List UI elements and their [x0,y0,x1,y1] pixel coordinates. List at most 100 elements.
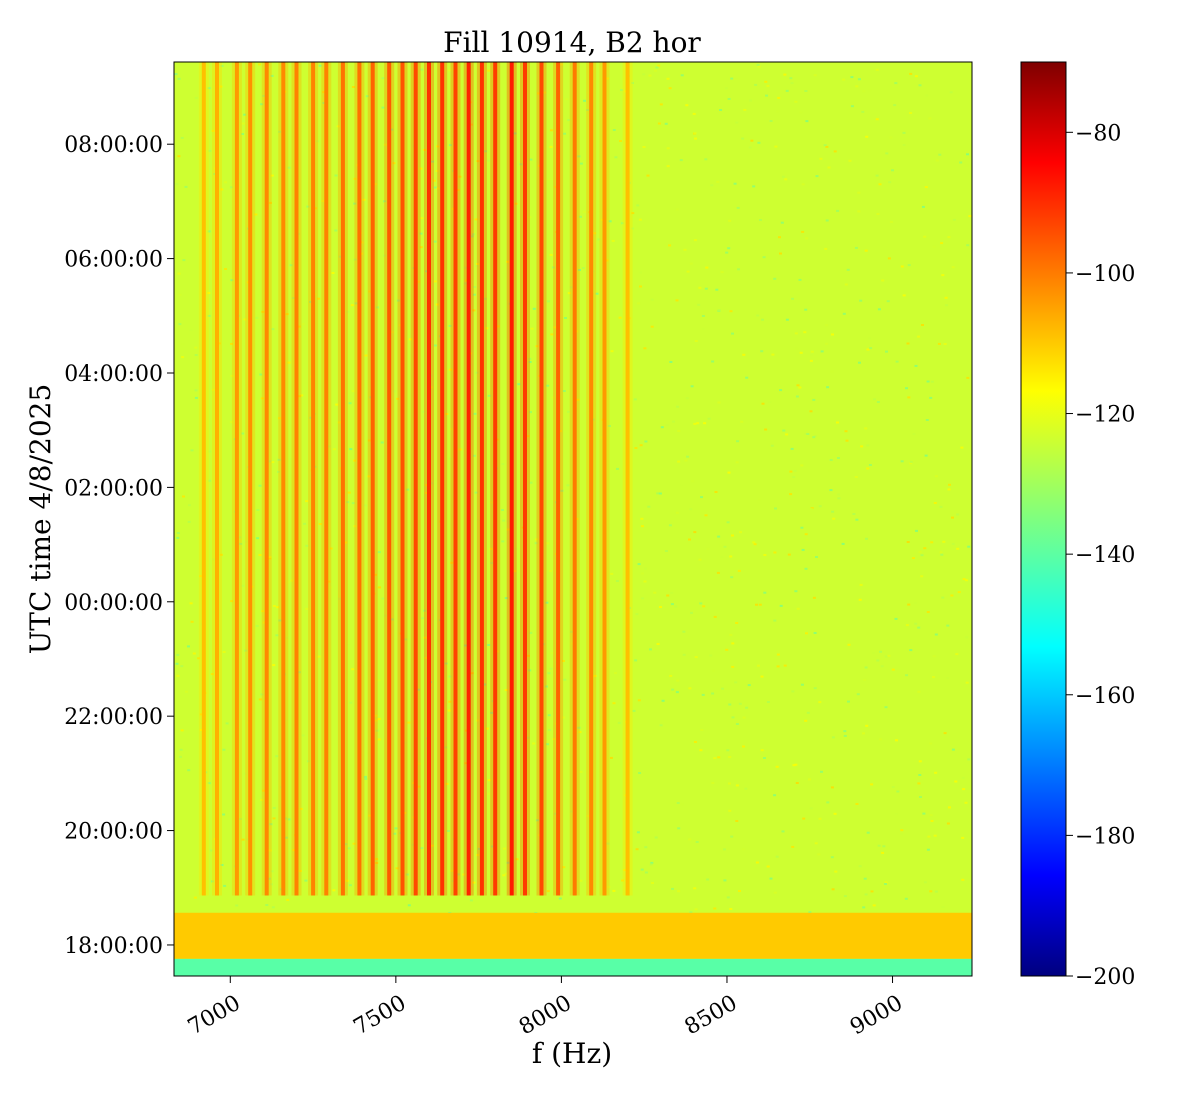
noise-speck [711,692,715,695]
noise-speck [278,130,282,133]
colorbar-tick-label: −120 [1075,403,1135,428]
noise-speck [919,796,922,798]
noise-speck [528,216,532,219]
noise-speck [526,736,530,739]
noise-speck [749,99,752,102]
colorbar-tick-label: −140 [1075,543,1135,568]
noise-speck [817,853,821,856]
harmonic-line-halo [367,62,378,896]
noise-speck [230,374,234,377]
noise-speck [423,609,427,612]
noise-speck [433,240,437,243]
noise-speck [854,476,858,478]
noise-speck [924,186,928,189]
noise-speck [549,570,552,572]
noise-speck [278,417,281,420]
noise-speck [714,491,718,493]
noise-speck [563,132,567,135]
noise-speck [750,139,754,142]
noise-speck [641,597,645,600]
noise-speck [597,238,601,241]
noise-speck [855,85,859,88]
noise-speck [794,100,798,103]
noise-speck [764,428,768,431]
noise-speck [278,619,282,622]
noise-speck [752,185,756,188]
noise-speck [894,617,898,620]
noise-speck [519,163,523,166]
noise-speck [375,862,379,864]
noise-speck [259,373,263,376]
noise-speck [502,519,506,522]
harmonic-line-halo [384,62,395,896]
noise-speck [761,402,765,405]
harmonic-line [572,62,577,896]
noise-speck [914,602,918,605]
noise-speck [338,255,342,258]
noise-speck [871,652,875,654]
noise-speck [688,838,692,841]
noise-speck [694,656,698,659]
noise-speck [241,838,245,841]
noise-speck [506,528,510,531]
noise-speck [773,551,777,554]
noise-speck [806,433,810,435]
noise-speck [194,354,198,356]
noise-speck [923,881,927,884]
noise-speck [351,668,355,671]
noise-speck [902,294,906,297]
noise-speck [915,529,918,532]
noise-speck [644,567,648,570]
noise-speck [690,385,694,388]
noise-speck [666,165,670,168]
noise-speck [436,145,440,148]
noise-speck [734,681,738,684]
noise-speck [444,662,448,665]
noise-speck [779,389,783,392]
harmonic-line [357,62,362,896]
noise-speck [891,668,895,671]
noise-speck [390,618,394,621]
noise-speck [785,89,789,92]
noise-speck [305,544,309,547]
noise-speck [961,836,965,839]
noise-speck [272,806,276,809]
noise-speck [212,558,216,561]
noise-speck [487,159,491,162]
noise-speck [783,73,787,76]
noise-speck [666,594,670,597]
noise-speck [346,501,350,504]
noise-speck [715,288,719,291]
noise-speck [260,798,263,801]
noise-speck [748,146,752,149]
noise-speck [701,328,705,331]
noise-speck [190,620,194,623]
noise-speck [649,648,652,651]
noise-speck [633,398,637,401]
noise-speck [189,329,193,332]
noise-speck [716,180,720,183]
noise-speck [238,536,242,539]
noise-speck [773,277,777,280]
noise-speck [810,353,813,356]
noise-speck [865,724,869,727]
noise-speck [698,286,702,289]
noise-speck [920,554,924,557]
noise-speck [920,575,924,578]
noise-speck [192,652,196,655]
noise-speck [680,74,684,77]
noise-speck [938,153,942,156]
harmonic-line [215,62,219,896]
noise-speck [272,817,276,820]
noise-speck [758,498,761,501]
noise-speck [327,580,331,583]
noise-speck [650,325,654,328]
noise-speck [381,106,385,109]
noise-speck [917,690,921,693]
noise-speck [501,463,505,465]
harmonic-line-halo [622,62,633,896]
noise-speck [270,74,274,77]
noise-speck [300,394,304,397]
noise-speck [579,215,582,218]
noise-speck [225,722,229,725]
